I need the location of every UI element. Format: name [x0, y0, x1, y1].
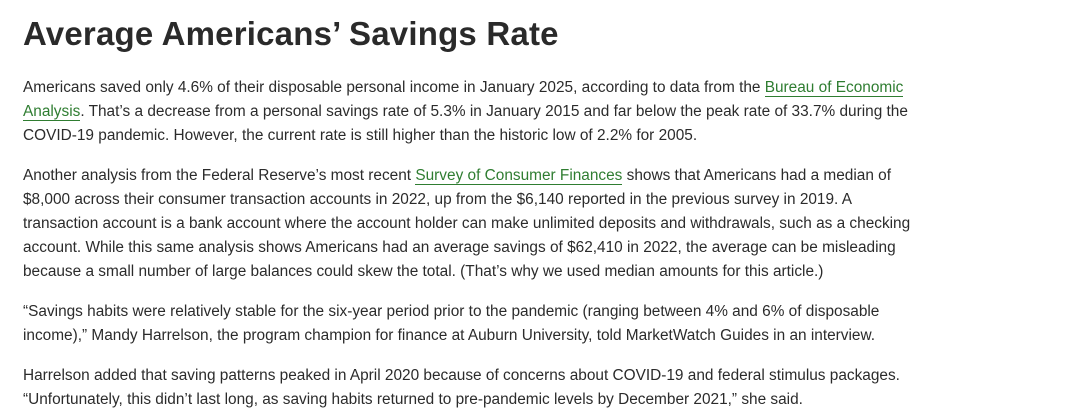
article-body: Average Americans’ Savings Rate American… [23, 15, 923, 408]
survey-link[interactable]: Survey of Consumer Finances [415, 167, 623, 185]
bea-link[interactable]: Bureau of Economic Analysis [23, 79, 904, 121]
paragraph-text: Americans saved only 4.6% of their dispo… [23, 79, 765, 96]
paragraph-text: . That’s a decrease from a personal savi… [23, 103, 908, 144]
paragraph-saving-patterns: Harrelson added that saving patterns pea… [23, 367, 900, 408]
article-title: Average Americans’ Savings Rate [23, 15, 559, 52]
paragraph-text: shows that Americans had a median of $8,… [23, 167, 911, 280]
paragraph-text: Another analysis from the Federal Reserv… [23, 167, 416, 184]
paragraph-savings-rate: Americans saved only 4.6% of their dispo… [23, 76, 923, 148]
paragraph-quote-harrelson: “Savings habits were relatively stable f… [23, 303, 880, 344]
paragraph-consumer-finances: Another analysis from the Federal Reserv… [23, 164, 923, 284]
